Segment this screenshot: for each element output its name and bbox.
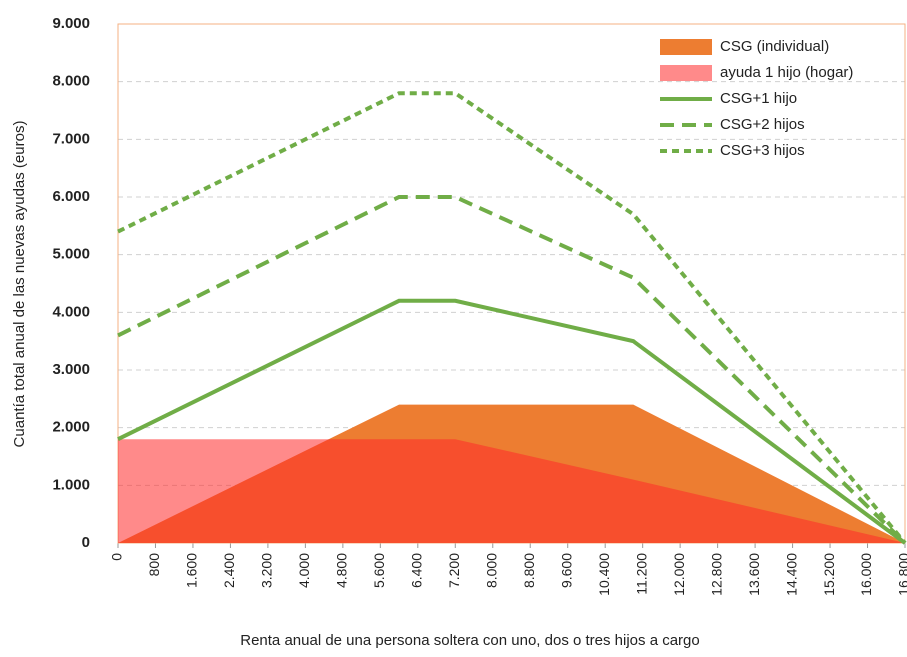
x-tick-label: 13.600: [746, 553, 762, 596]
y-tick-label: 1.000: [52, 476, 90, 493]
x-tick-label: 8.800: [521, 553, 537, 588]
y-tick-label: 8.000: [52, 73, 90, 90]
x-tick-label: 4.000: [296, 553, 312, 588]
x-tick-label: 10.400: [596, 553, 612, 596]
area: [118, 439, 905, 543]
y-tick-label: 4.000: [52, 303, 90, 320]
x-tick-label: 6.400: [409, 553, 425, 588]
x-tick-label: 16.800: [896, 553, 907, 596]
x-tick-label: 16.000: [858, 553, 874, 596]
y-tick-label: 3.000: [52, 361, 90, 378]
x-tick-label: 8.000: [483, 553, 499, 588]
y-tick-label: 6.000: [52, 188, 90, 205]
x-tick-label: 5.600: [371, 553, 387, 588]
legend-label: CSG+1 hijo: [720, 90, 797, 107]
legend-label: CSG+3 hijos: [720, 142, 805, 159]
x-tick-label: 1.600: [184, 553, 200, 588]
x-tick-label: 800: [146, 553, 162, 577]
line: [117, 91, 907, 545]
x-tick-label: 14.400: [783, 553, 799, 596]
x-axis-title: Renta anual de una persona soltera con u…: [240, 632, 699, 649]
legend-label: CSG (individual): [720, 38, 829, 55]
x-tick-label: 4.800: [334, 553, 350, 588]
y-axis-title: Cuantía total anual de las nuevas ayudas…: [11, 121, 28, 448]
legend-label: ayuda 1 hijo (hogar): [720, 64, 853, 81]
y-tick-label: 9.000: [52, 15, 90, 32]
x-tick-label: 0: [109, 553, 125, 561]
legend-swatch: [660, 39, 712, 55]
x-tick-label: 3.200: [259, 553, 275, 588]
line: [117, 195, 907, 545]
legend-swatch: [660, 65, 712, 81]
y-tick-label: 0: [82, 534, 90, 551]
y-tick-label: 7.000: [52, 130, 90, 147]
x-tick-label: 2.400: [221, 553, 237, 588]
line: [117, 298, 907, 545]
y-tick-label: 2.000: [52, 419, 90, 436]
x-tick-label: 7.200: [446, 553, 462, 588]
x-tick-label: 11.200: [633, 553, 649, 595]
y-tick-label: 5.000: [52, 246, 90, 263]
x-tick-label: 12.800: [708, 553, 724, 596]
x-tick-label: 12.000: [671, 553, 687, 596]
legend-label: CSG+2 hijos: [720, 116, 805, 133]
x-tick-label: 9.600: [558, 553, 574, 588]
x-tick-label: 15.200: [821, 553, 837, 596]
